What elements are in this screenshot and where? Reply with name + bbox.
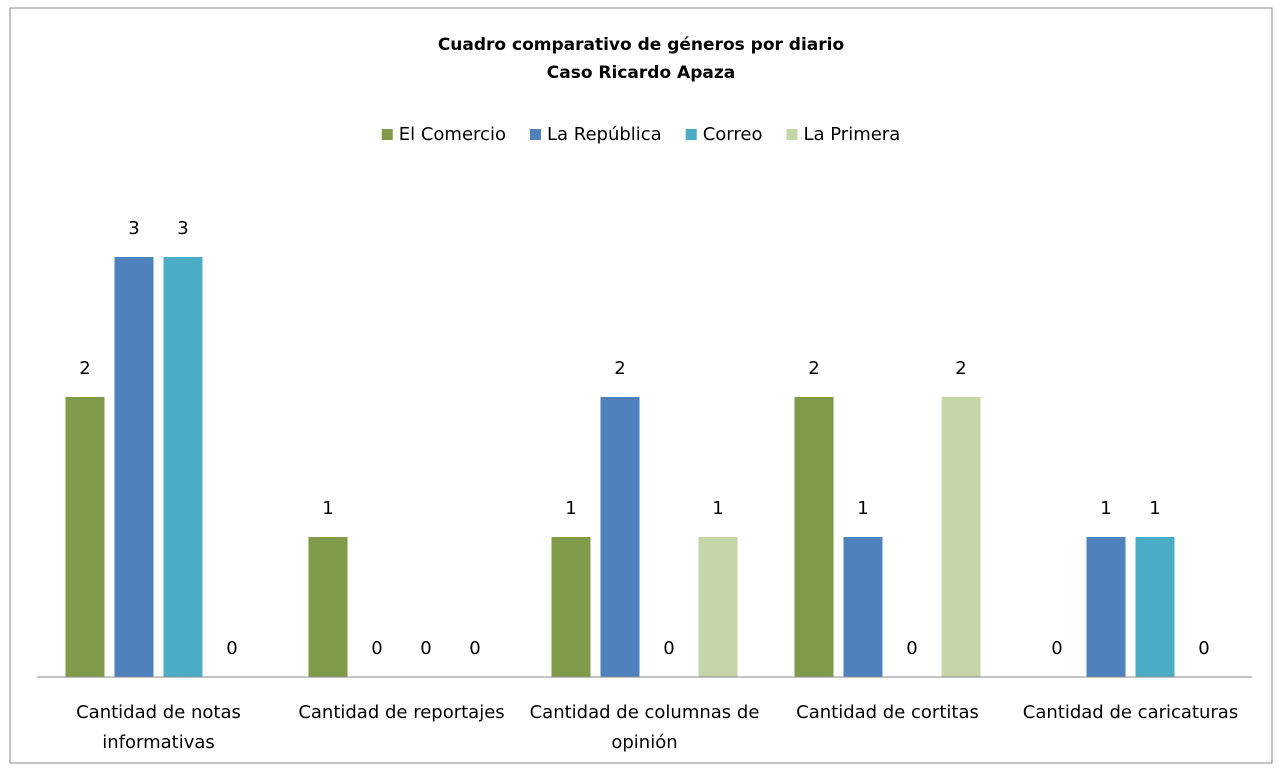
bar — [600, 397, 640, 677]
bar — [843, 537, 883, 677]
legend-label: El Comercio — [399, 124, 506, 145]
x-tick-label-box: Cantidad de cortitas — [796, 702, 979, 723]
bar — [114, 257, 154, 677]
data-label: 2 — [808, 358, 819, 379]
legend-label: La República — [547, 124, 662, 145]
x-tick-label-box: Cantidad de reportajes — [298, 702, 505, 723]
data-label: 0 — [1198, 638, 1209, 659]
bar — [1086, 537, 1126, 677]
legend-swatch — [786, 129, 798, 140]
data-label: 1 — [857, 498, 868, 519]
x-tick-label: Cantidad de cortitas — [796, 702, 979, 723]
legend-item: La Primera — [786, 124, 900, 145]
legend-swatch — [529, 129, 541, 140]
legend-item: Correo — [685, 124, 763, 145]
data-label: 0 — [226, 638, 237, 659]
chart-subtitle: Caso Ricardo Apaza — [547, 63, 735, 83]
chart-title: Cuadro comparativo de géneros por diario — [438, 35, 844, 55]
bar — [1135, 537, 1175, 677]
bar — [308, 537, 348, 677]
bar — [65, 397, 105, 677]
bar — [163, 257, 203, 677]
bar — [794, 397, 834, 677]
data-label: 2 — [614, 358, 625, 379]
data-label: 1 — [1149, 498, 1160, 519]
data-label: 1 — [565, 498, 576, 519]
bar — [941, 397, 981, 677]
data-label: 0 — [1051, 638, 1062, 659]
legend-swatch — [685, 129, 697, 140]
legend-item: La República — [529, 124, 662, 145]
x-tick-label: Cantidad de notas informativas — [76, 702, 241, 753]
data-label: 0 — [420, 638, 431, 659]
legend-item: El Comercio — [381, 124, 506, 145]
legend-label: La Primera — [803, 124, 900, 145]
data-label: 3 — [128, 218, 139, 239]
data-label: 2 — [79, 358, 90, 379]
data-label: 3 — [177, 218, 188, 239]
bar — [698, 537, 738, 677]
legend-swatch — [381, 129, 393, 140]
x-tick-label: Cantidad de reportajes — [298, 702, 505, 723]
data-label: 1 — [1100, 498, 1111, 519]
x-tick-label-box: Cantidad de notas informativas — [76, 702, 241, 753]
legend-label: Correo — [703, 124, 763, 145]
data-label: 0 — [469, 638, 480, 659]
chart-border — [9, 7, 1273, 764]
legend: El Comercio La República Correo La Primera — [381, 124, 900, 145]
data-label: 1 — [322, 498, 333, 519]
data-label: 1 — [712, 498, 723, 519]
data-label: 2 — [955, 358, 966, 379]
data-label: 0 — [371, 638, 382, 659]
bar — [551, 537, 591, 677]
data-label: 0 — [663, 638, 674, 659]
x-tick-label-box: Cantidad de columnas de opinión — [529, 702, 760, 753]
x-tick-label: Cantidad de columnas de opinión — [529, 702, 760, 753]
x-tick-label: Cantidad de caricaturas — [1022, 702, 1239, 723]
x-tick-label-box: Cantidad de caricaturas — [1022, 702, 1239, 723]
data-label: 0 — [906, 638, 917, 659]
